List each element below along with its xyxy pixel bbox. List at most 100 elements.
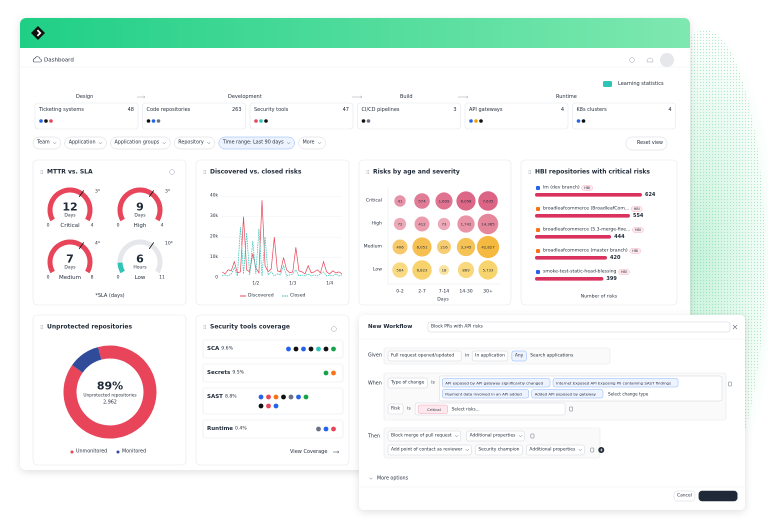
tool-pct: 0.4% xyxy=(235,426,247,432)
cancel-button[interactable] xyxy=(673,490,696,502)
integration-name: API gateways xyxy=(469,107,503,113)
logo-mark xyxy=(36,29,42,37)
bubble xyxy=(394,195,406,207)
grip-dot xyxy=(42,326,44,328)
grip-dot xyxy=(40,173,42,175)
close-icon[interactable] xyxy=(732,324,738,330)
chevron xyxy=(518,435,523,438)
change-chip[interactable] xyxy=(442,378,551,388)
then-role-text: Security champion xyxy=(478,447,519,453)
tool-logo xyxy=(273,403,279,409)
change-chip[interactable] xyxy=(552,378,679,388)
given-trigger[interactable] xyxy=(387,350,462,362)
col-label: 0-2 xyxy=(396,289,404,295)
then-action[interactable] xyxy=(387,430,461,442)
row-label: Low xyxy=(373,267,382,273)
widget-card xyxy=(32,159,187,306)
bubble xyxy=(414,193,430,209)
bubble xyxy=(436,239,452,255)
bubble-label: 574 xyxy=(418,199,426,204)
hbi-tag xyxy=(581,185,593,191)
widget-title: MTTR vs. SLA xyxy=(47,169,93,176)
change-chip[interactable] xyxy=(442,389,529,399)
reset-button[interactable] xyxy=(625,136,668,151)
given-trigger-text: Full request opened/updated xyxy=(391,353,454,359)
name-input[interactable] xyxy=(427,321,731,333)
legend-dot xyxy=(70,450,74,454)
col-label: 2-7 xyxy=(418,289,426,295)
then-action[interactable] xyxy=(387,444,472,456)
filter[interactable] xyxy=(64,136,107,150)
integration-card[interactable] xyxy=(34,102,139,130)
given-scope[interactable] xyxy=(471,350,509,362)
coverage-link[interactable]: View Coverage xyxy=(290,449,327,455)
repo-name: lm (dev branch) xyxy=(543,185,580,191)
modal-title: New Workflow xyxy=(368,324,412,330)
trash-icon[interactable] xyxy=(530,433,535,439)
tool-pct: 8.8% xyxy=(225,394,237,400)
integration-card[interactable] xyxy=(572,102,676,130)
bubble xyxy=(456,237,476,257)
integration-card[interactable] xyxy=(142,102,246,130)
grip-dot xyxy=(203,171,205,173)
change-chip[interactable] xyxy=(531,389,604,399)
then-props[interactable] xyxy=(466,430,525,442)
given-op: in xyxy=(465,353,469,359)
integration-card[interactable] xyxy=(357,102,461,130)
mttr-footnote: *SLA (days) xyxy=(95,293,124,299)
filter-text: More xyxy=(303,140,315,146)
donut-slice xyxy=(72,347,102,373)
integration-card[interactable] xyxy=(249,102,354,130)
given-any[interactable] xyxy=(511,350,527,362)
integration-count: 3 xyxy=(453,107,456,113)
grip-dot xyxy=(205,169,207,171)
grip-dot xyxy=(528,171,530,173)
risk-chip[interactable] xyxy=(417,404,448,414)
trash-icon[interactable] xyxy=(590,447,595,453)
when-field[interactable] xyxy=(387,377,428,389)
filter[interactable] xyxy=(174,136,216,150)
bubble-label: 6,058 xyxy=(461,199,472,204)
x-tick-label: 1/4 xyxy=(326,281,333,287)
learning-link[interactable]: Learning statistics xyxy=(618,81,664,87)
chevron xyxy=(98,142,103,145)
when-field2[interactable] xyxy=(387,403,404,415)
cancel-button-text: Cancel xyxy=(677,493,692,499)
trash-icon[interactable] xyxy=(728,381,732,387)
gauge-label: Low xyxy=(135,275,146,281)
coverage-row xyxy=(202,363,344,383)
integration-card[interactable] xyxy=(464,102,569,130)
filter[interactable] xyxy=(218,136,295,150)
tool-logo xyxy=(286,346,291,352)
more-options[interactable]: More options xyxy=(377,476,409,482)
tool-icon xyxy=(49,119,53,123)
then-role[interactable] xyxy=(475,444,523,456)
grip-dot xyxy=(205,326,207,328)
widget-title: Unprotected repositories xyxy=(47,324,132,331)
then-props[interactable] xyxy=(526,444,585,456)
risk-placeholder: Select risks... xyxy=(452,407,480,412)
tool-logo xyxy=(331,370,336,376)
bubble xyxy=(435,192,453,210)
bubble-label: 42,827 xyxy=(481,245,495,250)
info-icon xyxy=(331,326,337,332)
grip-dot xyxy=(203,326,205,328)
gauge-label: Critical xyxy=(60,223,80,229)
avatar[interactable] xyxy=(660,53,674,67)
tool-icon xyxy=(366,119,371,123)
bubble-label: 1,609 xyxy=(439,199,450,204)
filter[interactable] xyxy=(110,136,171,150)
filter[interactable] xyxy=(298,136,326,150)
integration-name: CI/CD pipelines xyxy=(362,107,400,113)
info-icon xyxy=(169,169,175,175)
widget-title: Security tools coverage xyxy=(210,324,290,331)
bubble-label: 14,365 xyxy=(481,222,495,227)
repo-icon xyxy=(536,207,540,211)
trash-icon[interactable] xyxy=(569,406,573,412)
bubble xyxy=(477,213,499,235)
save-button[interactable] xyxy=(698,490,738,502)
gauge-label: Medium xyxy=(59,275,81,281)
gauge-min: 0 xyxy=(117,275,120,281)
grip-dot xyxy=(203,169,205,171)
filter[interactable] xyxy=(32,136,61,150)
